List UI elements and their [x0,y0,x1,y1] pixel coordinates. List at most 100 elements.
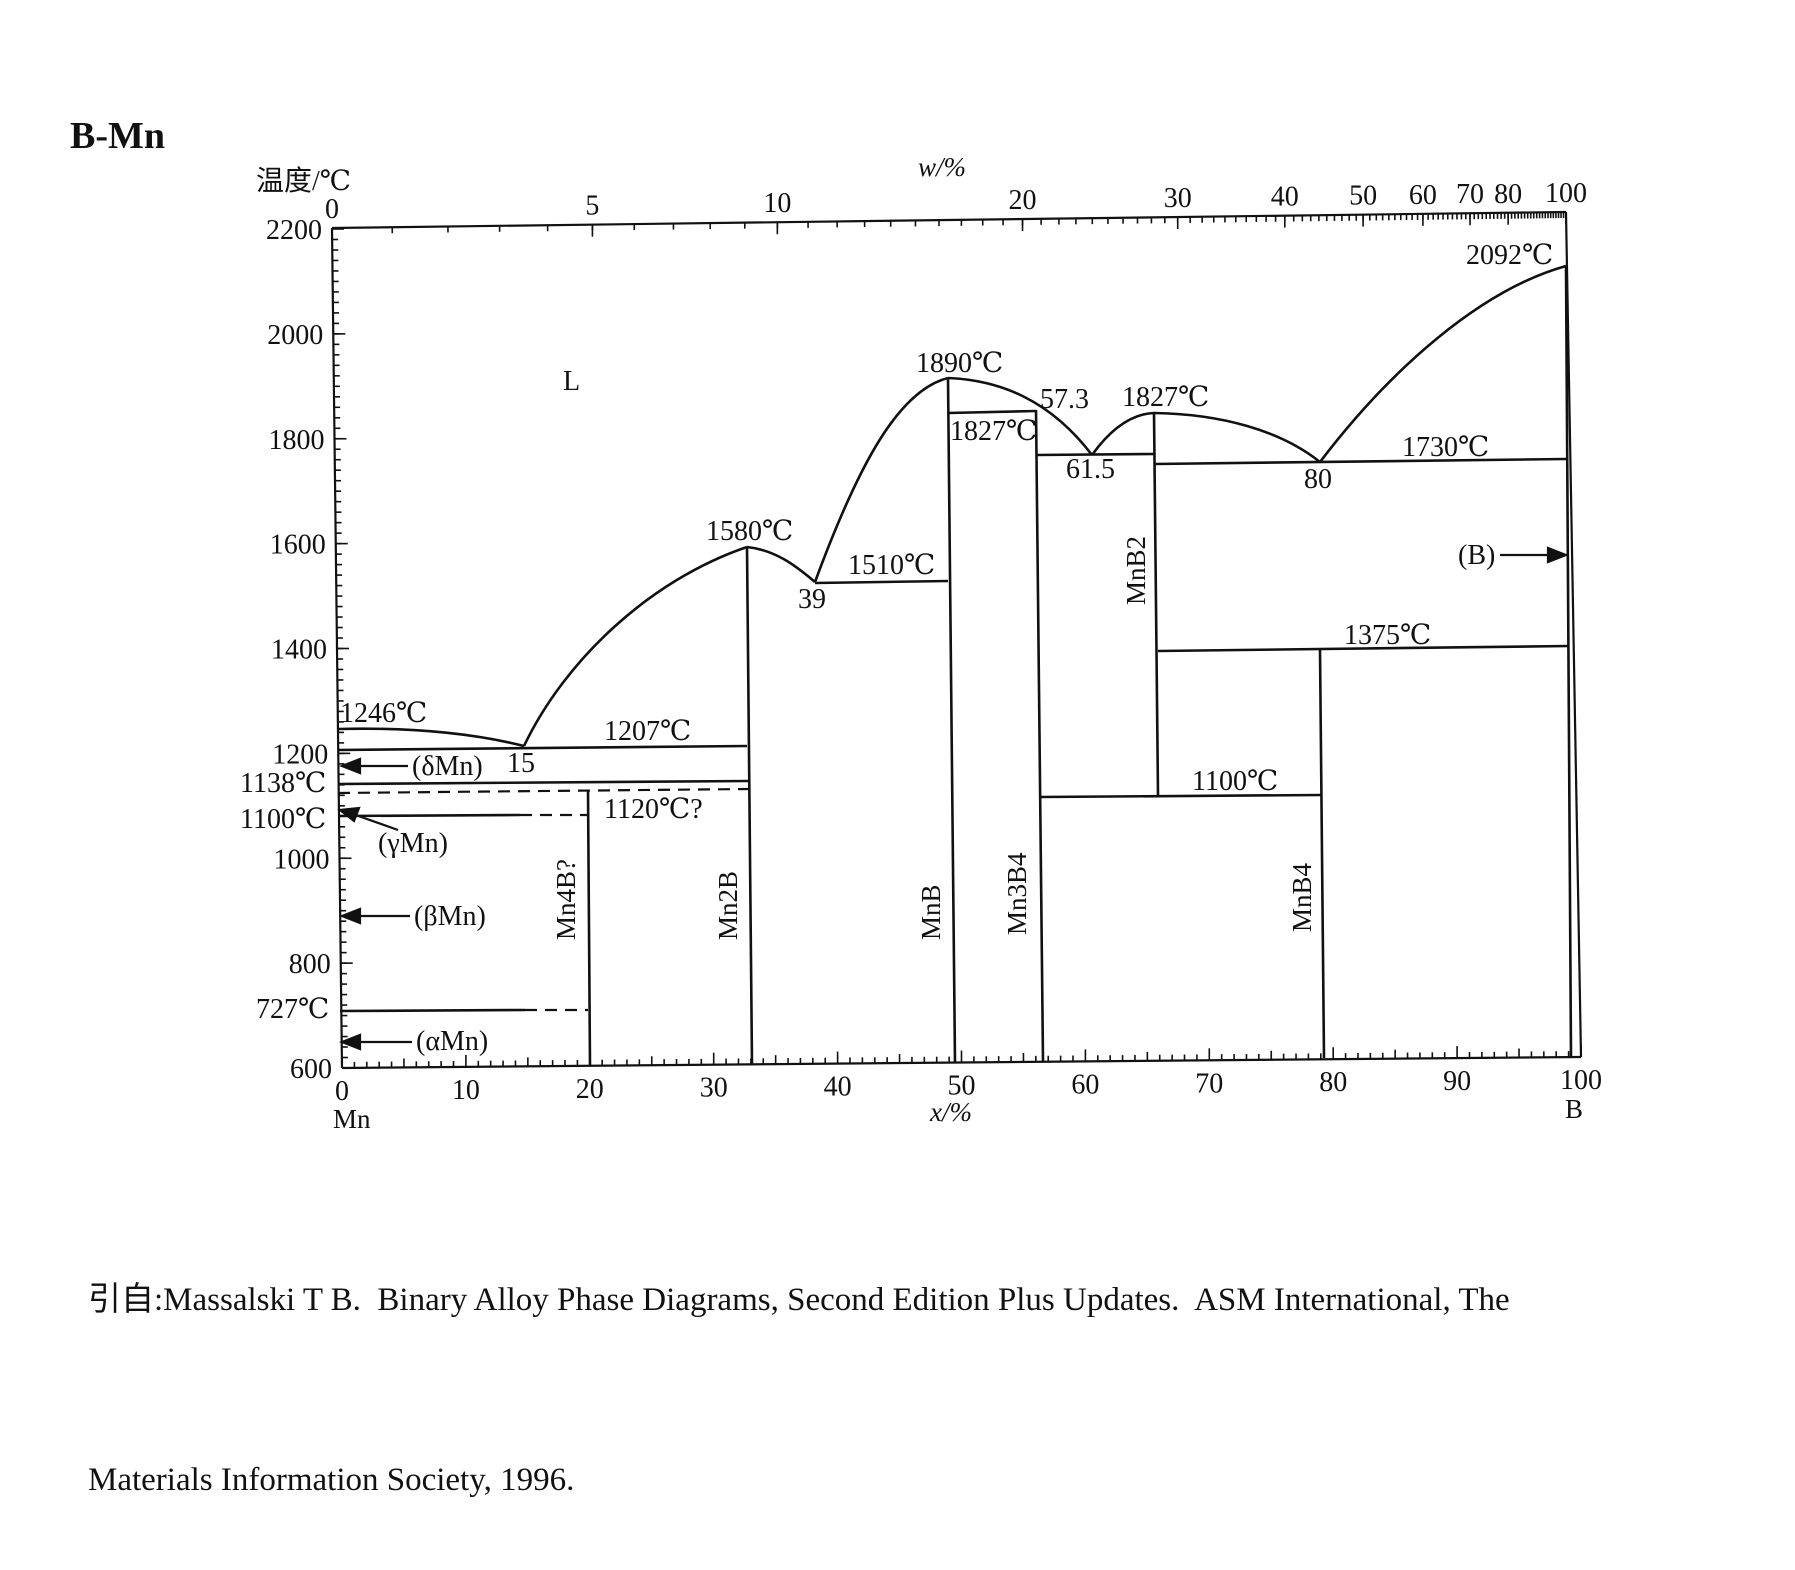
label-1580: 1580℃ [706,516,793,547]
arrow-alpha-mn-head [338,1033,362,1051]
label-80: 80 [1304,464,1332,495]
compound-lines [586,265,1573,1067]
region-alpha-mn: (αMn) [416,1026,488,1057]
liquidus-to-mn2b [522,545,748,747]
arrow-b-head [1546,546,1570,564]
label-1890: 1890℃ [916,348,1003,379]
top-tick-label: 70 [1456,179,1484,210]
y-axis-label: 温度/℃ [256,165,351,197]
boron-line [1564,265,1573,1058]
region-gamma-mn: (γMn) [378,828,448,859]
region-b: (B) [1458,540,1495,571]
compound-mn2b: Mn2B [713,871,743,940]
liquidus-to-boron [1318,264,1567,463]
y-tick-label: 1000 [274,844,330,875]
line-1100 [337,813,521,818]
region-beta-mn: (βMn) [414,901,486,932]
top-tick-label: 40 [1271,182,1299,213]
label-1100-b-side: 1100℃ [1192,766,1278,797]
mnb4-line [1318,649,1326,1059]
compound-mnb4: MnB4 [1287,862,1317,932]
compound-mn3b4: Mn3B4 [1002,852,1032,935]
phase-diagram: B-Mn 温度/℃ w/% x/% Mn B 22002000180016001… [70,115,1602,1134]
bottom-tick-label: 50 [948,1071,976,1102]
liquidus-mn-side [337,727,525,748]
region-liquid: L [563,366,580,397]
label-15: 15 [507,748,535,779]
arrow-gamma-mn-head [337,806,361,823]
marker-1138: 1138℃ [240,768,326,799]
mnb2-line [1152,412,1160,796]
top-tick-label: 100 [1545,178,1587,209]
bottom-tick-label: 100 [1560,1065,1602,1096]
citation-line-1: 引自:Massalski T B. Binary Alloy Phase Dia… [88,1282,1510,1318]
liquidus-mnb2-eutectic [1153,411,1321,464]
marker-1100: 1100℃ [240,804,326,835]
arrow-beta-mn-head [338,907,362,925]
label-1510: 1510℃ [848,550,935,581]
diagram-title: B-Mn [70,115,165,157]
y-axis-ticks: 2200 2000 1800 1600 1400 1200 1000 800 600 [266,215,354,1085]
line-1207 [337,744,748,752]
label-1120: 1120℃? [604,794,703,825]
top-tick-label: 60 [1409,180,1437,211]
label-1827-mnb2: 1827℃ [1122,382,1209,413]
left-element-label: Mn [333,1104,371,1134]
mnb-line [946,377,957,1063]
top-axis-label: w/% [918,152,966,182]
liquidus-mnb-eutectic [947,376,1094,456]
arrow-gamma-mn [349,811,399,832]
label-1827-peritectic: 1827℃ [950,416,1037,447]
top-tick-label: 20 [1009,185,1037,216]
line-1100-b-side [1039,793,1323,799]
mn3b4-line [1034,409,1045,1062]
label-1730: 1730℃ [1402,432,1489,463]
liquidus-mn2b-eutectic [746,545,816,583]
phase-arrows [337,546,1570,1051]
region-delta-mn: (δMn) [412,751,483,782]
marker-727: 727℃ [256,994,329,1025]
y-tick-label: 2200 [266,215,322,246]
y-tick-label: 1200 [272,739,328,770]
y-tick-label: 1800 [269,425,325,456]
citation: 引自:Massalski T B. Binary Alloy Phase Dia… [88,1150,1788,1570]
line-727 [339,1008,526,1013]
compound-mnb: MnB [916,884,946,940]
bottom-axis-label: x/% [929,1097,972,1127]
mn2b-line [745,546,754,1065]
liquidus-curves [337,264,1567,748]
bottom-tick-label: 60 [1071,1069,1099,1100]
top-axis-ticks: 0 5 10 20 30 40 50 60 70 80 100 [325,178,1587,240]
liquidus-to-mnb [813,376,949,583]
top-tick-label: 30 [1164,183,1192,214]
label-1207: 1207℃ [604,716,691,747]
label-2092: 2092℃ [1466,240,1553,271]
line-1375 [1157,644,1569,653]
top-tick-label: 80 [1494,179,1522,210]
y-tick-label: 1600 [270,530,326,561]
liquidus-to-mnb2 [1090,411,1155,456]
mn4b-line [586,789,592,1067]
label-57-3: 57.3 [1040,384,1089,415]
invariant-lines [337,409,1569,1013]
label-1246: 1246℃ [340,698,427,729]
compound-mnb2: MnB2 [1121,536,1151,605]
line-1138 [337,779,749,786]
line-eutectic-61-5 [1035,452,1155,457]
top-tick-label: 5 [585,191,599,222]
bottom-tick-label: 90 [1443,1066,1471,1097]
y-tick-label: 600 [290,1054,332,1085]
citation-line-2: Materials Information Society, 1996. [88,1462,575,1498]
top-tick-label: 0 [325,194,339,225]
line-1827-peritectic [947,409,1037,415]
y-tick-label: 800 [289,949,331,980]
arrow-delta-mn-head [338,757,362,775]
top-tick-label: 50 [1349,181,1377,212]
bottom-tick-label: 30 [700,1073,728,1104]
line-1730 [1153,457,1567,466]
label-39: 39 [798,584,826,615]
label-1375: 1375℃ [1344,620,1431,651]
compound-mn4b: Mn4B? [551,859,581,940]
label-61-5: 61.5 [1066,454,1115,485]
top-tick-label: 10 [763,188,791,219]
